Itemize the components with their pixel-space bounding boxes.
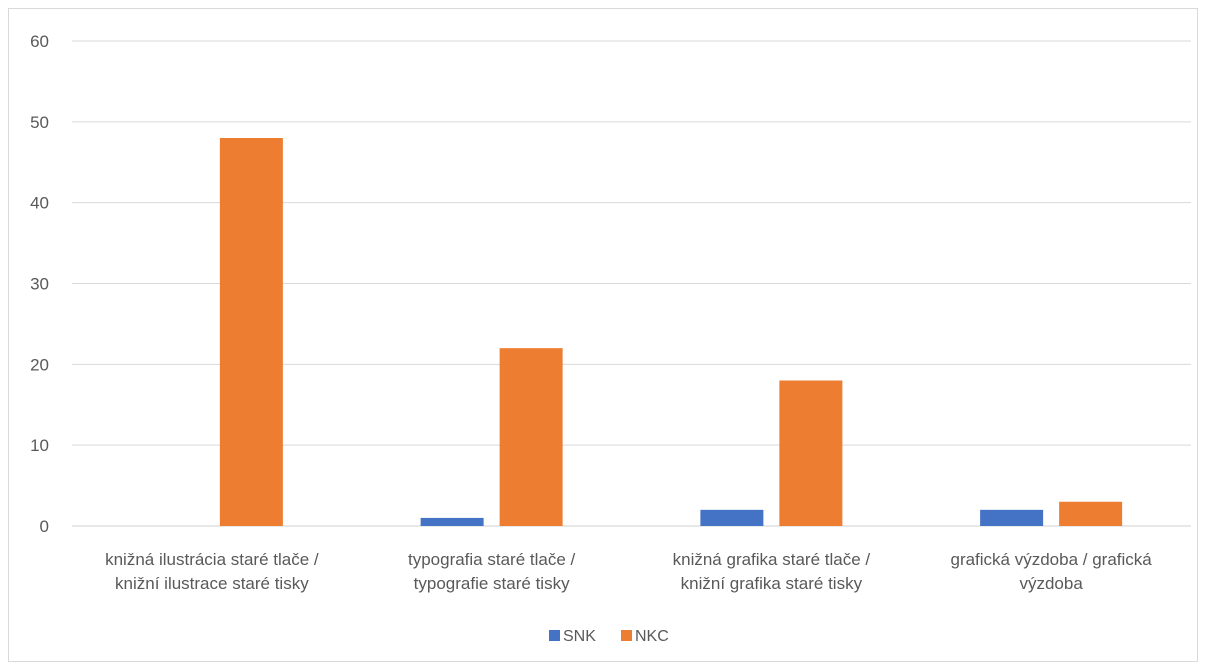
- bar-chart: 0 10 20 30 40 50 60 knižná ilustrácia staré tla…: [30, 32, 1191, 645]
- x-tick-label: knižní grafika staré tisky: [681, 574, 863, 593]
- y-tick-label: 50: [30, 113, 49, 132]
- bar-snk: [420, 517, 484, 526]
- legend-label-nkc: NKC: [635, 628, 669, 645]
- bar-nkc: [219, 138, 283, 526]
- y-tick-label: 40: [30, 194, 49, 213]
- x-tick-label: grafická výzdoba / grafická: [950, 550, 1152, 569]
- chart-frame: 0 10 20 30 40 50 60 knižná ilustrácia staré tla…: [8, 8, 1198, 662]
- x-tick-label: knižná grafika staré tlače /: [673, 550, 871, 569]
- x-tick-label: knižná ilustrácia staré tlače /: [105, 550, 319, 569]
- bar-nkc: [499, 348, 563, 526]
- y-tick-label: 20: [30, 355, 49, 374]
- bar-nkc: [1059, 501, 1123, 526]
- y-tick-label: 60: [30, 32, 49, 51]
- y-tick-label: 0: [40, 517, 49, 536]
- x-tick-label: výzdoba: [1019, 574, 1083, 593]
- legend-swatch-nkc: [621, 630, 632, 641]
- legend-swatch-snk: [549, 630, 560, 641]
- x-tick-label: typografie staré tisky: [414, 574, 570, 593]
- bar-snk: [700, 509, 764, 526]
- x-tick-label: knižní ilustrace staré tisky: [115, 574, 309, 593]
- bar-nkc: [779, 380, 843, 526]
- y-tick-label: 10: [30, 436, 49, 455]
- y-tick-label: 30: [30, 275, 49, 294]
- legend-label-snk: SNK: [563, 628, 596, 645]
- bar-snk: [980, 509, 1044, 526]
- x-tick-label: typografia staré tlače /: [408, 550, 576, 569]
